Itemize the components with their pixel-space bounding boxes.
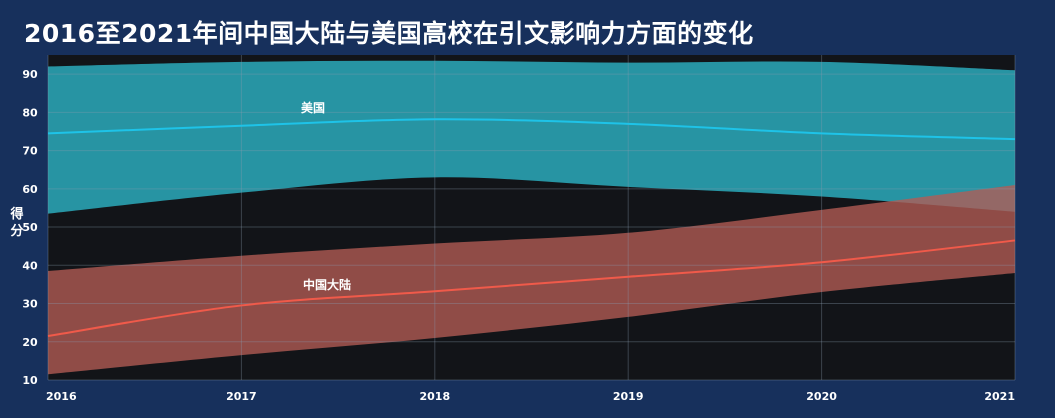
series-label-china: 中国大陆: [303, 277, 351, 292]
grid-lines: [47, 55, 1016, 381]
y-tick-label: 70: [22, 145, 38, 158]
band-usa: [48, 60, 1015, 214]
y-axis-label: 得分: [9, 206, 23, 239]
y-tick-label: 40: [22, 259, 38, 272]
y-tick-label: 50: [22, 221, 38, 234]
y-tick-label: 80: [22, 106, 38, 119]
series-label-usa: 美国: [301, 100, 325, 115]
line-usa: [47, 118, 1016, 141]
y-tick-label: 20: [22, 336, 38, 349]
x-tick-label: 2017: [226, 390, 257, 403]
chart-title: 2016至2021年间中国大陆与美国高校在引文影响力方面的变化: [24, 19, 754, 48]
x-tick-label: 2021: [984, 390, 1015, 403]
x-tick-label: 2018: [419, 390, 450, 403]
x-tick-label: 2020: [806, 390, 837, 403]
y-tick-label: 10: [22, 374, 38, 387]
y-tick-label: 60: [22, 183, 38, 196]
x-tick-label: 2016: [46, 390, 77, 403]
y-tick-label: 30: [22, 298, 38, 311]
band-china: [48, 185, 1015, 375]
y-tick-label: 90: [22, 68, 38, 81]
x-tick-label: 2019: [613, 390, 644, 403]
line-china: [47, 239, 1016, 338]
